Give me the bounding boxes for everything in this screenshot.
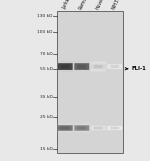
FancyBboxPatch shape <box>58 123 73 133</box>
Text: 55 kD: 55 kD <box>40 67 52 71</box>
FancyBboxPatch shape <box>74 123 89 133</box>
FancyBboxPatch shape <box>77 126 86 130</box>
FancyBboxPatch shape <box>58 125 73 131</box>
Text: 100 kD: 100 kD <box>37 30 52 34</box>
FancyBboxPatch shape <box>91 62 106 71</box>
Text: 15 kD: 15 kD <box>40 147 52 151</box>
FancyBboxPatch shape <box>110 127 119 129</box>
FancyBboxPatch shape <box>58 63 73 70</box>
Text: 25 kD: 25 kD <box>40 115 52 119</box>
FancyBboxPatch shape <box>107 64 122 69</box>
FancyBboxPatch shape <box>61 126 70 130</box>
FancyBboxPatch shape <box>107 126 122 130</box>
Text: 35 kD: 35 kD <box>40 95 52 99</box>
FancyBboxPatch shape <box>91 126 106 130</box>
Text: FLI-1: FLI-1 <box>132 66 147 71</box>
FancyBboxPatch shape <box>91 64 106 69</box>
FancyBboxPatch shape <box>94 65 103 68</box>
FancyBboxPatch shape <box>74 63 89 70</box>
FancyBboxPatch shape <box>77 65 86 69</box>
FancyBboxPatch shape <box>74 61 89 72</box>
FancyBboxPatch shape <box>94 127 103 129</box>
FancyBboxPatch shape <box>61 65 70 69</box>
FancyBboxPatch shape <box>74 125 89 131</box>
Text: Jurkat: Jurkat <box>61 0 72 10</box>
Bar <box>57 11 123 153</box>
Text: Ramos: Ramos <box>78 0 89 10</box>
Text: NIH3T3: NIH3T3 <box>111 0 123 10</box>
FancyBboxPatch shape <box>110 65 119 68</box>
Text: Huvec: Huvec <box>94 0 105 10</box>
Text: 70 kD: 70 kD <box>40 52 52 56</box>
FancyBboxPatch shape <box>58 61 73 72</box>
Text: 130 kD: 130 kD <box>37 14 52 18</box>
